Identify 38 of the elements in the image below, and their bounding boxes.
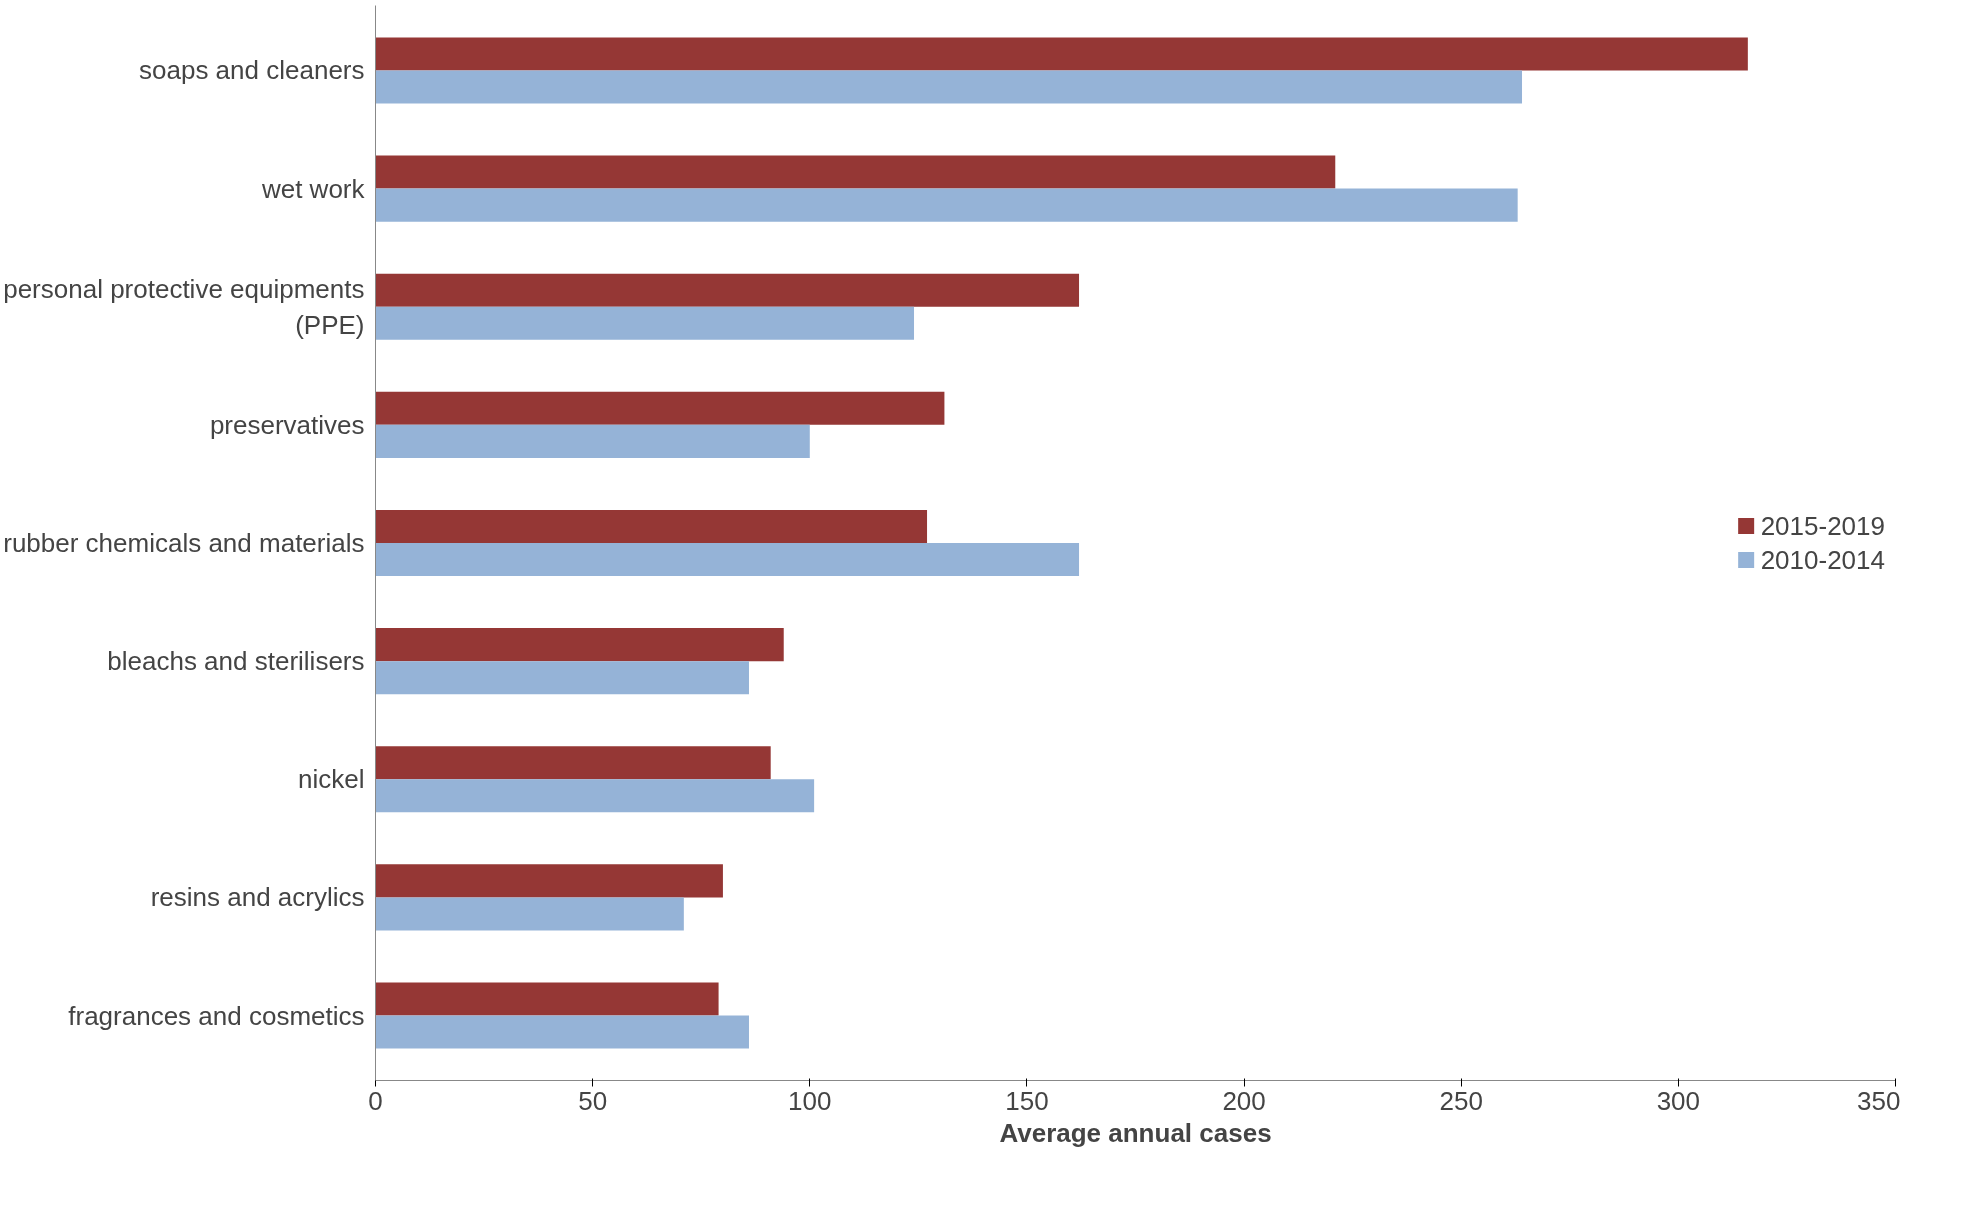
- bar: [375, 155, 1336, 189]
- bar: [375, 779, 815, 813]
- bar: [375, 273, 1080, 307]
- bar: [375, 661, 749, 695]
- bar: [375, 864, 723, 898]
- x-tick-label: 300: [1656, 1085, 1701, 1116]
- bar: [375, 982, 719, 1016]
- y-tick-label: personal protective equipments (PPE): [3, 273, 365, 340]
- y-tick-label: bleachs and sterilisers: [107, 646, 365, 677]
- y-tick-label: wet work: [260, 173, 366, 204]
- bar: [375, 509, 928, 543]
- x-tick-label: 200: [1222, 1085, 1266, 1116]
- x-tick-label: 250: [1439, 1085, 1483, 1116]
- x-tick-label: 150: [1005, 1085, 1049, 1116]
- bar: [375, 37, 1748, 71]
- bar: [375, 628, 784, 662]
- bar: [375, 1015, 749, 1049]
- y-tick-label: resins and acrylics: [150, 882, 365, 913]
- legend-label: 2015-2019: [1760, 510, 1885, 541]
- y-tick-label: rubber chemicals and materials: [3, 528, 365, 558]
- y-tick-label: fragrances and cosmetics: [68, 1000, 365, 1031]
- x-tick-label: 100: [788, 1085, 832, 1116]
- x-tick-label: 0: [368, 1085, 383, 1116]
- x-tick-label: 50: [578, 1085, 608, 1116]
- bar: [375, 897, 684, 931]
- bar: [375, 746, 771, 780]
- y-tick-label: preservatives: [209, 409, 365, 440]
- x-tick-label: 350: [1857, 1085, 1901, 1116]
- x-axis-title: Average annual cases: [999, 1117, 1272, 1148]
- bar: [375, 188, 1518, 222]
- bar: [375, 424, 810, 458]
- bar: [375, 306, 915, 340]
- bar: [375, 543, 1080, 577]
- bar: [375, 70, 1523, 104]
- y-tick-label: soaps and cleaners: [139, 55, 365, 86]
- legend-label: 2010-2014: [1760, 544, 1885, 575]
- y-tick-label: nickel: [298, 764, 365, 795]
- bar: [375, 391, 945, 425]
